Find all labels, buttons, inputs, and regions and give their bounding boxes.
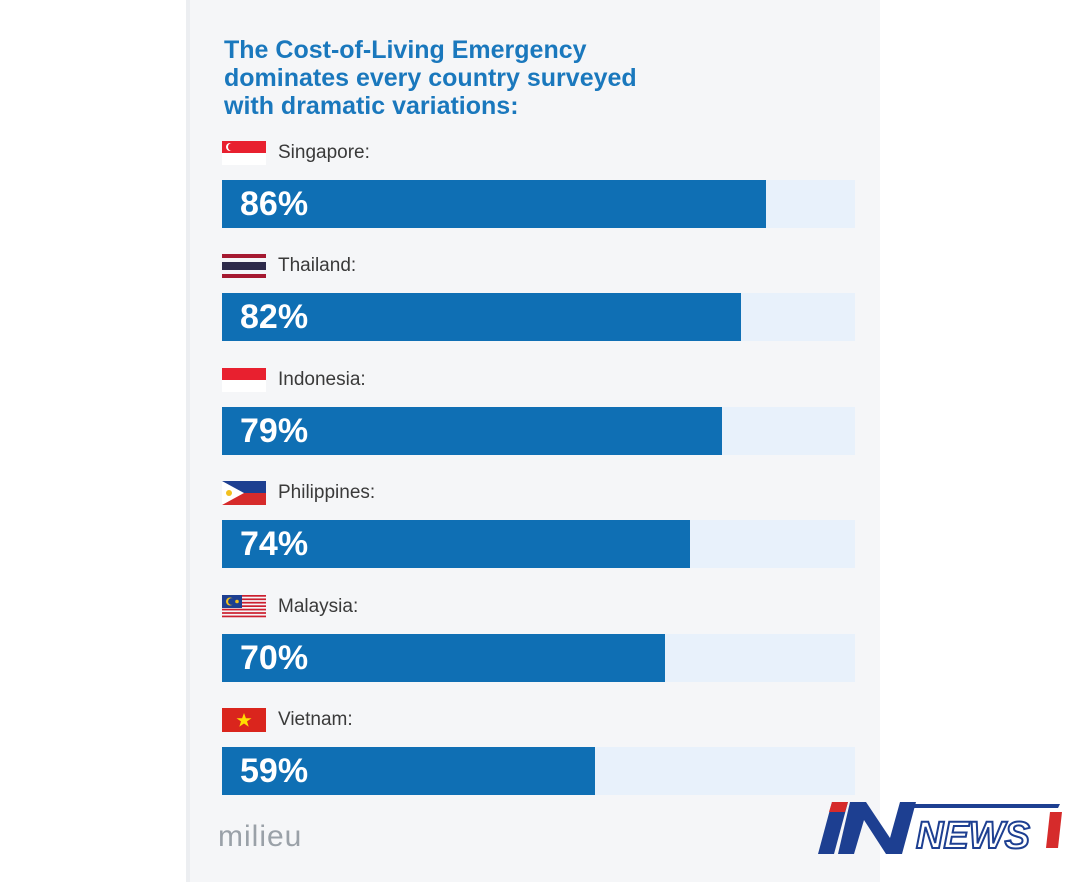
bar-thailand: [222, 293, 742, 342]
title-line-1: The Cost-of-Living Emergency: [224, 36, 587, 64]
value-label-indonesia: 79%: [240, 411, 309, 450]
bar-malaysia: [222, 633, 666, 682]
country-label-thailand: Thailand:: [222, 251, 356, 281]
bar-track-malaysia: 70%: [222, 633, 855, 682]
bar-vietnam: [222, 747, 596, 795]
malaysia-flag-icon: [222, 594, 266, 619]
country-name: Singapore:: [278, 142, 370, 163]
country-name: Vietnam:: [278, 709, 353, 730]
singapore-flag-icon: [222, 141, 266, 165]
country-label-indonesia: Indonesia:: [222, 365, 366, 395]
chart-title: The Cost-of-Living Emergency dominates e…: [224, 36, 784, 120]
title-line-2: dominates every country surveyed: [224, 64, 637, 92]
thailand-flag-icon: [222, 254, 266, 279]
bar-singapore: [222, 180, 767, 228]
bar-track-singapore: 86%: [222, 180, 855, 228]
country-name: Malaysia:: [278, 595, 359, 617]
bar-track-philippines: 74%: [222, 520, 855, 569]
bar-indonesia: [222, 406, 723, 455]
philippines-flag-icon: [222, 481, 266, 506]
in-news-logo: NEWS: [818, 802, 1062, 858]
bar-philippines: [222, 520, 691, 569]
country-name: Thailand:: [278, 255, 357, 277]
milieu-brand: milieu: [218, 820, 303, 853]
value-label-malaysia: 70%: [240, 638, 309, 677]
country-name: Philippines:: [278, 482, 376, 504]
value-label-vietnam: 59%: [240, 752, 309, 790]
svg-text:NEWS: NEWS: [916, 815, 1030, 857]
country-name: Indonesia:: [278, 368, 366, 390]
bar-track-indonesia: 79%: [222, 406, 855, 455]
value-label-philippines: 74%: [240, 525, 309, 564]
country-label-malaysia: Malaysia:: [222, 592, 358, 622]
value-label-thailand: 82%: [240, 298, 309, 337]
vietnam-flag-icon: [222, 708, 266, 732]
indonesia-flag-icon: [222, 367, 266, 392]
bar-track-thailand: 82%: [222, 293, 855, 342]
country-label-singapore: Singapore:: [222, 138, 370, 168]
title-line-3: with dramatic variations:: [224, 92, 519, 120]
country-label-philippines: Philippines:: [222, 478, 375, 508]
value-label-singapore: 86%: [240, 185, 309, 223]
bar-track-vietnam: 59%: [222, 747, 855, 795]
country-label-vietnam: Vietnam:: [222, 705, 353, 735]
card-shadow: [186, 0, 190, 882]
